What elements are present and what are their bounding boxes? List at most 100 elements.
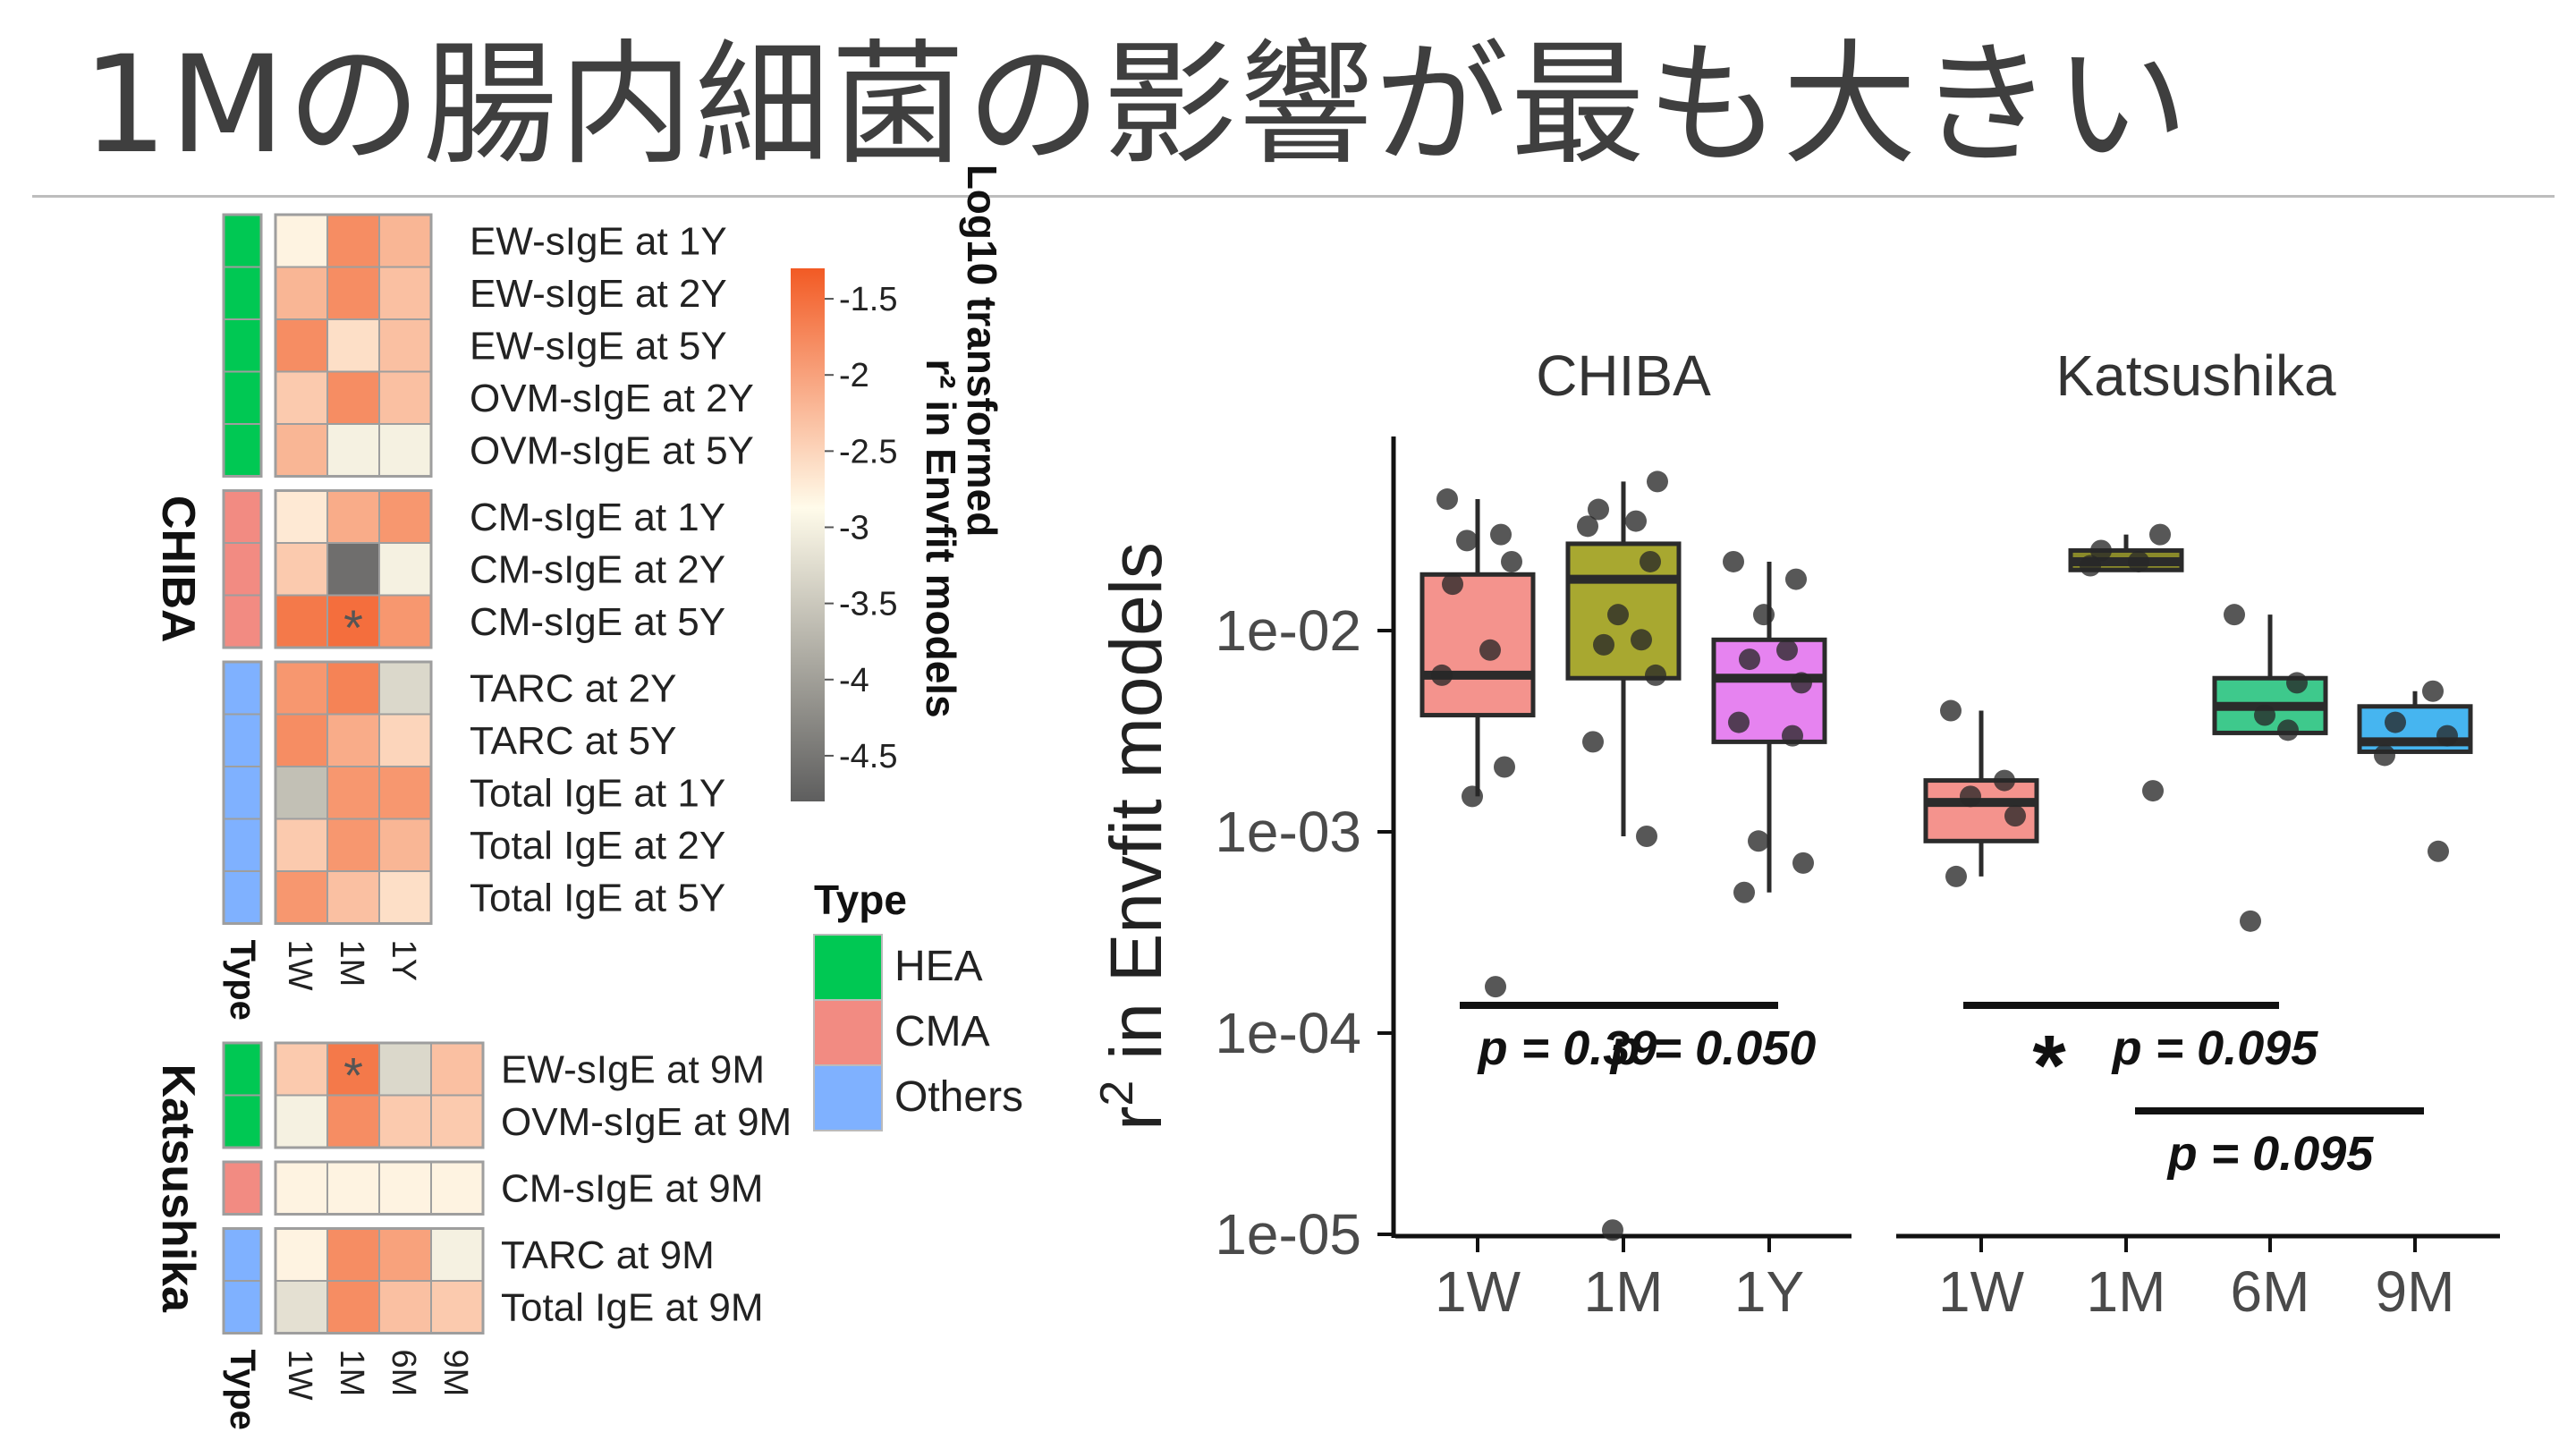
- y-axis-title: r2 in Envfit models: [1091, 542, 1177, 1131]
- type-legend-label: Others: [894, 1073, 1023, 1121]
- facet-title: CHIBA: [1536, 343, 1711, 408]
- data-point: [1442, 573, 1463, 596]
- x-tick-label: 1W: [1938, 1259, 2025, 1324]
- type-group-border: [222, 1227, 263, 1335]
- data-point: [1739, 648, 1760, 671]
- heatmap-row-label: OVM-sIgE at 5Y: [470, 428, 754, 472]
- data-point: [1501, 550, 1522, 572]
- heatmap-cell: [275, 542, 328, 597]
- data-point: [1577, 515, 1598, 538]
- type-cell: [223, 318, 262, 373]
- x-tick-label: 1M: [1584, 1259, 1664, 1324]
- heatmap-cell: [275, 713, 328, 767]
- heatmap-cell: [378, 1227, 432, 1282]
- data-point: [1479, 639, 1501, 661]
- box: [2357, 704, 2473, 754]
- y-axis-title-base: r: [1096, 1106, 1177, 1131]
- heatmap-row-label: Total IgE at 2Y: [470, 824, 725, 868]
- type-legend-swatch: [813, 934, 883, 1001]
- heatmap-column-label: 1M: [333, 940, 370, 987]
- data-point: [1485, 976, 1506, 998]
- colorbar-tick-label: -4.5: [839, 738, 897, 775]
- significance-mark: *: [343, 599, 363, 656]
- data-point: [1960, 785, 1981, 808]
- data-point: [2004, 805, 2026, 827]
- colorbar-tick-label: -2: [839, 357, 869, 394]
- type-cell: [223, 1227, 262, 1282]
- box: [1565, 541, 1682, 681]
- heatmap-row-label: Total IgE at 9M: [501, 1285, 763, 1329]
- type-cell: [223, 1042, 262, 1097]
- heatmap-cell: [378, 489, 432, 544]
- type-cell: [223, 766, 262, 820]
- heatmap-cell: [275, 489, 328, 544]
- data-point: [2436, 724, 2458, 747]
- heatmap-group-border: [274, 660, 433, 925]
- facet-title: Katsushika: [2055, 343, 2335, 408]
- comparison-label: p = 0.095: [2166, 1127, 2375, 1181]
- heatmap-column-label: 9M: [436, 1350, 474, 1397]
- heatmap-column-label: 1Y: [385, 940, 422, 981]
- data-point: [2254, 704, 2275, 726]
- data-point: [1490, 523, 1512, 546]
- comparison-label: p = 0.095: [2111, 1021, 2319, 1075]
- heatmap-cell: [326, 370, 380, 425]
- data-point: [2374, 744, 2395, 767]
- heatmap-row-label: EW-sIgE at 1Y: [470, 219, 727, 263]
- heatmap-cell: [326, 1280, 380, 1335]
- data-point: [1494, 756, 1515, 778]
- heatmap-column-label: 6M: [385, 1350, 422, 1397]
- box: [2212, 675, 2328, 735]
- y-tick-label: 1e-02: [1215, 598, 1361, 663]
- cohort-label: Katsushika: [152, 1064, 204, 1314]
- heatmap-cell: [378, 214, 432, 268]
- x-tick-label: 9M: [2376, 1259, 2455, 1324]
- heatmap-group-border: [274, 1227, 485, 1335]
- type-group-border: [222, 1160, 263, 1216]
- data-point: [2128, 550, 2149, 572]
- y-tick-label: 1e-05: [1215, 1202, 1361, 1267]
- heatmap-cell: [326, 1042, 380, 1097]
- heatmap-cell: [326, 766, 380, 820]
- data-point: [1791, 672, 1812, 694]
- heatmap-row-label: OVM-sIgE at 9M: [501, 1100, 792, 1144]
- heatmap-column-label: 1W: [281, 1350, 318, 1401]
- data-point: [2277, 719, 2299, 741]
- heatmap-cell: [378, 318, 432, 373]
- data-point: [2149, 523, 2171, 546]
- heatmap-cell: [275, 818, 328, 872]
- colorbar-tick-label: -3: [839, 509, 869, 547]
- y-axis-title-superscript: 2: [1091, 1080, 1143, 1106]
- type-cell: [223, 1280, 262, 1335]
- heatmap-cell: [378, 1161, 432, 1216]
- heatmap-group-border: [274, 1041, 485, 1149]
- data-point: [2428, 840, 2449, 862]
- data-point: [2385, 711, 2406, 733]
- heatmap-cell: [430, 1161, 484, 1216]
- heatmap-cell: [326, 1227, 380, 1282]
- heatmap-cell: [326, 818, 380, 872]
- data-point: [1431, 664, 1453, 686]
- type-cell: [223, 1094, 262, 1148]
- heatmap-cell: [275, 1042, 328, 1097]
- comparison-label: *: [2032, 1018, 2066, 1114]
- heatmap-cell: [378, 661, 432, 716]
- type-cell: [223, 870, 262, 925]
- data-point: [1723, 550, 1744, 572]
- y-tick-label: 1e-03: [1215, 800, 1361, 864]
- data-point: [2224, 604, 2245, 626]
- heatmap-group-border: [274, 1160, 485, 1216]
- heatmap-row-label: EW-sIgE at 5Y: [470, 324, 727, 368]
- heatmap-cell: [275, 766, 328, 820]
- colorbar-tick-label: -1.5: [839, 281, 897, 318]
- heatmap-column-label: 1M: [333, 1350, 370, 1397]
- data-point: [2080, 555, 2101, 577]
- type-cell: [223, 423, 262, 478]
- data-point: [1776, 639, 1798, 661]
- comparison-label: p = 0.050: [1609, 1021, 1817, 1075]
- colorbar-tick-label: -3.5: [839, 586, 897, 623]
- cohort-label: CHIBA: [152, 496, 204, 643]
- data-point: [1645, 664, 1666, 686]
- heatmap-cell: [378, 713, 432, 767]
- data-point: [2090, 539, 2112, 562]
